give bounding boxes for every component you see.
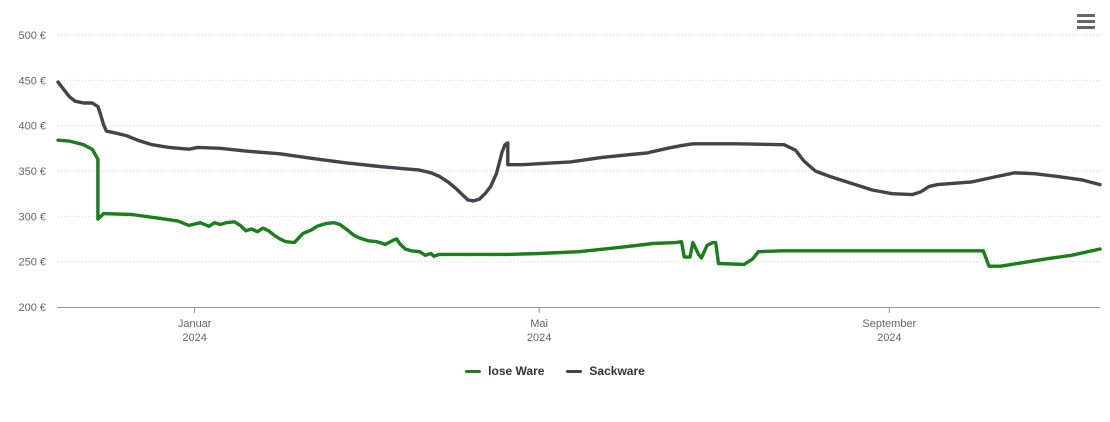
- y-axis-label: 350 €: [18, 166, 46, 178]
- y-axis-label: 450 €: [18, 75, 46, 87]
- y-axis-label: 300 €: [18, 211, 46, 223]
- legend-item-lose-ware[interactable]: lose Ware: [465, 363, 544, 379]
- chart-context-menu-button[interactable]: [1075, 10, 1097, 32]
- x-axis-label-month: Januar: [178, 318, 212, 330]
- y-axis-label: 400 €: [18, 121, 46, 133]
- x-axis-label-month: Mai: [530, 318, 548, 330]
- series-line-sackware[interactable]: [56, 80, 1102, 203]
- legend-label: Sackware: [589, 364, 645, 378]
- x-axis-label-month: September: [862, 318, 916, 330]
- series-line-lose-ware[interactable]: [56, 138, 1102, 268]
- x-axis-label-year: 2024: [877, 332, 901, 344]
- x-axis-label-year: 2024: [182, 332, 206, 344]
- y-axis-label: 500 €: [18, 30, 46, 42]
- x-axis-label-year: 2024: [527, 332, 551, 344]
- y-axis-label: 200 €: [18, 302, 46, 314]
- legend-item-sackware[interactable]: Sackware: [566, 363, 645, 379]
- chart-plot-area: 200 € 250 € 300 € 350 € 400 € 450 € 500 € Janua…: [18, 30, 1102, 344]
- chart-legend: lose Ware Sackware: [0, 363, 1110, 379]
- y-axis-label: 250 €: [18, 257, 46, 269]
- hamburger-menu-icon: [1077, 25, 1095, 29]
- sackware-line-marker-icon: [566, 369, 583, 373]
- legend-label: lose Ware: [488, 364, 545, 378]
- hamburger-menu-icon: [1077, 19, 1095, 23]
- lose-ware-line-marker-icon: [465, 369, 482, 373]
- hamburger-menu-icon: [1077, 13, 1095, 17]
